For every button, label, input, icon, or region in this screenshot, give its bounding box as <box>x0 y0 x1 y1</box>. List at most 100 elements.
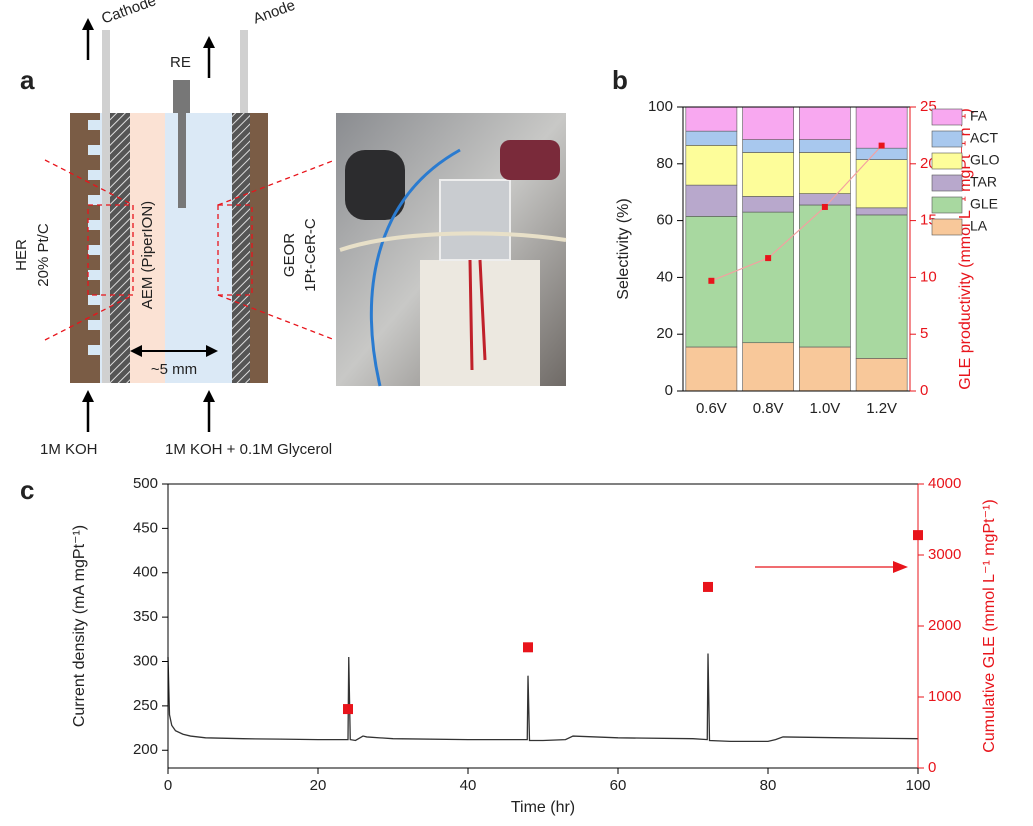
y-axis-label: Current density (mA mgPt⁻¹) <box>71 525 88 727</box>
legend-swatch <box>931 130 963 148</box>
diagram-label: RE <box>170 54 191 71</box>
x-tick-label: 0.8V <box>753 400 784 417</box>
y2-tick-label: 5 <box>920 325 928 342</box>
y2-tick-label: 10 <box>920 268 937 285</box>
y-tick-label: 400 <box>133 564 158 581</box>
y-tick-label: 0 <box>665 382 673 399</box>
x-tick-label: 40 <box>460 777 477 794</box>
bar-segment <box>799 139 851 153</box>
bar-segment <box>742 152 794 197</box>
y-tick-label: 300 <box>133 652 158 669</box>
y2-tick-label: 1000 <box>928 688 961 705</box>
scatter-point <box>703 581 713 592</box>
y2-tick-label: 4000 <box>928 475 961 492</box>
y2-tick-label: 0 <box>920 382 928 399</box>
panel-label: a <box>20 65 35 95</box>
annotation-arrow-head <box>893 561 908 573</box>
y-tick-label: 60 <box>656 212 673 229</box>
y2-tick-label: 3000 <box>928 546 961 563</box>
bar-segment <box>799 106 851 140</box>
line-marker <box>708 277 715 284</box>
bar-segment <box>685 106 738 132</box>
bar-segment <box>742 196 794 213</box>
panel-label: b <box>612 65 628 95</box>
legend-swatch <box>931 196 963 214</box>
x-tick-label: 1.0V <box>809 400 840 417</box>
x-tick-label: 100 <box>905 777 930 794</box>
diagram-label: 1Pt-CeR-C <box>302 218 319 292</box>
cell-photo <box>336 113 567 387</box>
bar-segment <box>855 207 908 216</box>
legend-label: LA <box>970 218 988 234</box>
y2-axis-label: Cumulative GLE (mmol L⁻¹ mgPt⁻¹) <box>981 499 998 752</box>
y-tick-label: 350 <box>133 608 158 625</box>
legend-label: FA <box>970 108 988 124</box>
legend-swatch <box>931 174 963 192</box>
bar-segment <box>799 193 851 206</box>
bar-segment <box>742 342 794 392</box>
line-marker <box>765 255 772 262</box>
x-tick-label: 0.6V <box>696 400 727 417</box>
bar-segment <box>685 184 738 217</box>
diagram-label: 1M KOH + 0.1M Glycerol <box>165 441 332 458</box>
legend-swatch <box>931 218 963 236</box>
cell-diagram: Cathode RE Anode HER 20% Pt/C AEM (Piper… <box>13 0 336 458</box>
diagram-label: GEOR <box>281 233 298 277</box>
y-axis-label: Selectivity (%) <box>615 198 632 299</box>
bar-segment <box>742 211 794 344</box>
legend-label: ACT <box>970 130 998 146</box>
x-tick-label: 80 <box>760 777 777 794</box>
x-axis-label: Time (hr) <box>511 799 575 816</box>
series-line <box>711 145 883 282</box>
bar-segment <box>799 346 851 392</box>
bar-segment <box>685 216 738 348</box>
bar-segment <box>742 106 794 140</box>
x-tick-label: 20 <box>310 777 327 794</box>
y-tick-label: 500 <box>133 475 158 492</box>
y-tick-label: 100 <box>648 98 673 115</box>
bar-segment <box>685 145 738 186</box>
diagram-label: ~5 mm <box>151 361 197 378</box>
diagram-label: AEM (PiperION) <box>139 201 156 309</box>
bar-segment <box>799 152 851 194</box>
bar-segment <box>742 139 794 153</box>
legend-label: GLE <box>970 196 998 212</box>
y-tick-label: 250 <box>133 697 158 714</box>
panel-label: c <box>20 475 34 505</box>
bar-segment <box>685 130 738 146</box>
x-tick-label: 60 <box>610 777 627 794</box>
line-marker <box>878 142 885 149</box>
y2-tick-label: 0 <box>928 759 936 776</box>
legend-label: GLO <box>970 152 1000 168</box>
diagram-label: 1M KOH <box>40 441 98 458</box>
diagram-label: Cathode <box>99 0 158 28</box>
y-tick-label: 450 <box>133 519 158 536</box>
scatter-point <box>523 642 533 653</box>
y-tick-label: 20 <box>656 325 673 342</box>
bar-segment <box>855 214 908 359</box>
y2-tick-label: 2000 <box>928 617 961 634</box>
legend-swatch <box>931 152 963 170</box>
y-tick-label: 200 <box>133 741 158 758</box>
legend-label: TAR <box>970 174 997 190</box>
diagram-label: Anode <box>251 0 298 27</box>
legend-swatch <box>931 108 963 126</box>
bar-segment <box>855 147 908 160</box>
x-tick-label: 1.2V <box>866 400 897 417</box>
bar-segment <box>855 159 908 209</box>
bar-segment <box>799 204 851 348</box>
bar-segment <box>685 346 738 392</box>
y-tick-label: 80 <box>656 155 673 172</box>
bar-segment <box>855 106 908 149</box>
x-tick-label: 0 <box>164 777 172 794</box>
line-marker <box>821 203 828 210</box>
diagram-label: HER <box>13 239 30 271</box>
series-line <box>167 653 919 743</box>
y-tick-label: 40 <box>656 268 673 285</box>
scatter-point <box>343 704 353 715</box>
y2-axis-label: GLE productivity (mmol L⁻¹ mgPt⁻¹ h⁻¹) <box>957 108 974 389</box>
bar-segment <box>855 358 908 392</box>
diagram-label: 20% Pt/C <box>35 223 52 287</box>
